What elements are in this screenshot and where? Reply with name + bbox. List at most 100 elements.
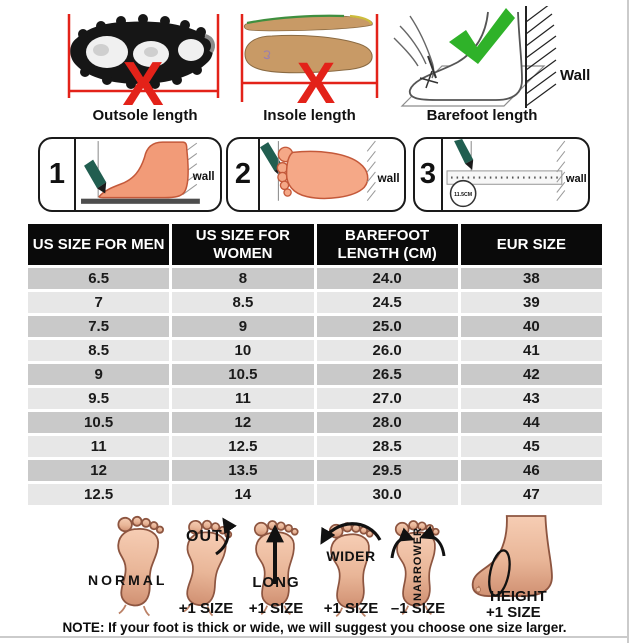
size-cell: 47 — [460, 484, 602, 505]
size-cell: 26.5 — [316, 364, 458, 385]
size-cell: 12 — [28, 460, 170, 481]
step-2-illustration: wall — [260, 140, 400, 202]
insole-caption: Insole length — [263, 107, 356, 124]
step-1-number: 1 — [40, 139, 76, 210]
size-cell: 25.0 — [316, 316, 458, 337]
size-cell: 26.0 — [316, 340, 458, 361]
barefoot-caption: Barefoot length — [426, 107, 538, 124]
size-cell: 11 — [28, 436, 170, 457]
size-cell: 38 — [460, 268, 602, 289]
wall-label: wall — [376, 172, 399, 185]
size-cell: 41 — [460, 340, 602, 361]
size-row: 7.5 9 25.0 40 — [28, 316, 602, 337]
size-cell: 46 — [460, 460, 602, 481]
column-header: EUR SIZE — [460, 224, 602, 265]
size-cell: 10.5 — [28, 412, 170, 433]
size-cell: 42 — [460, 364, 602, 385]
size-chart-table: US SIZE FOR MEN US SIZE FOR WOMEN BAREFOOT… — [25, 221, 605, 508]
step-2-number: 2 — [228, 139, 260, 210]
fit-size-note: –1 SIZE — [390, 600, 446, 617]
fit-label-long: LONG — [252, 574, 300, 591]
size-cell: 40 — [460, 316, 602, 337]
step-3-illustration: 11.5CM wall — [446, 139, 587, 208]
size-cell: 12.5 — [28, 484, 170, 505]
fit-label-narrower: NARROWER — [412, 527, 424, 601]
page-edge-bottom — [0, 636, 629, 638]
wall-label: Wall — [560, 67, 590, 84]
fit-size-note: +1 SIZE — [323, 600, 379, 617]
hand-sketch — [393, 15, 435, 79]
check-mark — [449, 8, 515, 64]
narrower-arrow-left-icon — [390, 527, 415, 559]
fit-item-long: LONG +1 SIZE — [245, 512, 307, 620]
insole-graphic — [243, 14, 373, 74]
size-cell: 6.5 — [28, 268, 170, 289]
step-3-box: 3 11.5CM wall — [413, 137, 590, 212]
outsole-figure: X Outsole length — [55, 6, 235, 126]
size-cell: 7.5 — [28, 316, 170, 337]
size-cell: 39 — [460, 292, 602, 313]
size-cell: 8.5 — [28, 340, 170, 361]
column-header: US SIZE FOR WOMEN — [172, 224, 314, 265]
foot-long-icon — [253, 520, 299, 616]
step-1-illustration: wall — [81, 141, 215, 204]
column-header: BAREFOOT LENGTH (CM) — [316, 224, 458, 265]
foot-out-icon — [183, 517, 237, 617]
wall-hatching — [556, 140, 566, 202]
ruler — [446, 170, 563, 185]
size-row: 6.5 8 24.0 38 — [28, 268, 602, 289]
pencil-icon — [260, 142, 283, 171]
size-cell: 9 — [172, 316, 314, 337]
step-3-number: 3 — [415, 139, 443, 210]
size-cell: 45 — [460, 436, 602, 457]
column-header: US SIZE FOR MEN — [28, 224, 170, 265]
fit-item-wider: WIDER +1 SIZE — [316, 512, 386, 620]
pencil-icon — [84, 159, 107, 189]
narrower-arrow-right-icon — [419, 525, 446, 557]
size-cell: 30.0 — [316, 484, 458, 505]
size-chart: US SIZE FOR MEN US SIZE FOR WOMEN BAREFOOT… — [25, 221, 605, 508]
size-row: 9.5 11 27.0 43 — [28, 388, 602, 409]
fit-size-note: +1 SIZE — [486, 604, 541, 621]
measure-circle — [449, 179, 477, 208]
wall-label: wall — [565, 173, 587, 185]
out-arrow-icon — [215, 517, 237, 556]
size-cell: 28.0 — [316, 412, 458, 433]
note-text: NOTE: If your foot is thick or wide, we … — [62, 620, 567, 635]
wall-hatching — [525, 3, 557, 107]
size-cell: 24.0 — [316, 268, 458, 289]
foot-top-view — [276, 146, 369, 200]
fit-item-out: OUT +1 SIZE — [170, 512, 242, 620]
wall-label: wall — [192, 170, 215, 183]
pencil-icon — [454, 139, 474, 164]
size-row: 12 13.5 29.5 46 — [28, 460, 602, 481]
cross-mark: X — [122, 50, 163, 110]
size-row: 8.5 10 26.0 41 — [28, 340, 602, 361]
size-cell: 12.5 — [172, 436, 314, 457]
size-cell: 14 — [172, 484, 314, 505]
size-cell: 13.5 — [172, 460, 314, 481]
insole-illustration: X — [240, 14, 379, 116]
barefoot-illustration: Wall — [393, 3, 590, 108]
barefoot-figure: Wall Barefoot length — [392, 3, 622, 126]
foot-normal-icon — [117, 515, 164, 617]
measure-value: 11.5CM — [454, 192, 473, 198]
fit-item-normal: NORMAL — [88, 512, 188, 620]
size-cell: 10.5 — [172, 364, 314, 385]
size-cell: 44 — [460, 412, 602, 433]
floor-bar — [81, 198, 200, 204]
pencil-mark — [427, 55, 437, 79]
foot-side-view — [98, 141, 189, 199]
size-row: 7 8.5 24.5 39 — [28, 292, 602, 313]
fit-size-note: +1 SIZE — [248, 600, 304, 617]
fit-label-height: HEIGHT — [490, 588, 547, 605]
size-cell: 9 — [28, 364, 170, 385]
size-cell: 8 — [172, 268, 314, 289]
cross-mark: X — [297, 51, 336, 110]
size-cell: 7 — [28, 292, 170, 313]
size-row: 10.5 12 28.0 44 — [28, 412, 602, 433]
size-table-body: 6.5 8 24.0 38 7 8.5 24.5 39 7.5 9 25.0 40 8.5 10 26.0 4… — [28, 268, 602, 505]
size-cell: 12 — [172, 412, 314, 433]
insole-figure: X Insole length — [232, 6, 387, 126]
